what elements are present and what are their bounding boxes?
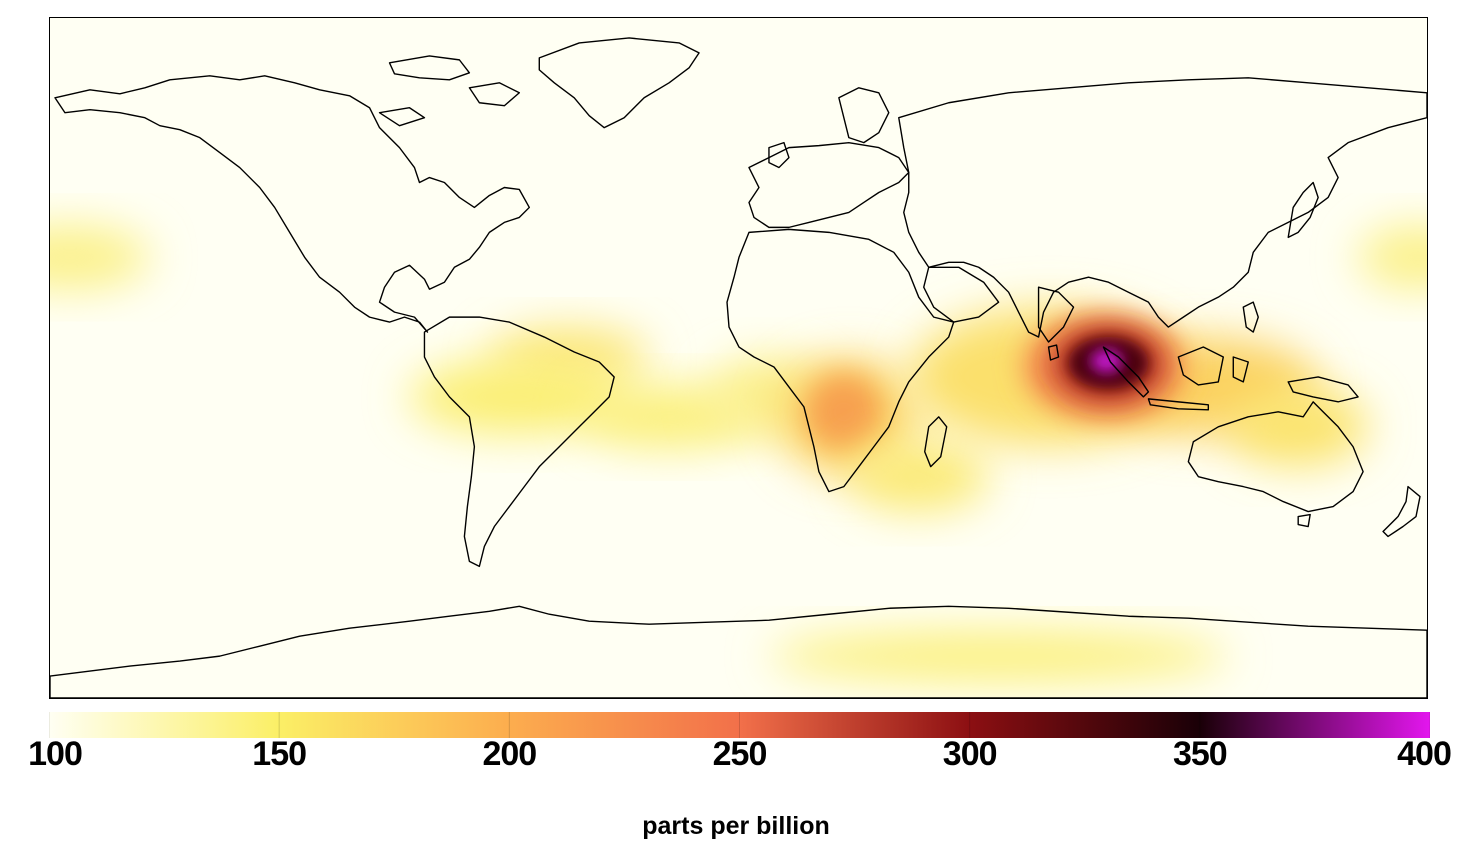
concentration-field <box>50 225 1427 682</box>
colorbar-tick-400: 400 <box>1397 735 1452 773</box>
colorbar-tick-250: 250 <box>712 735 768 773</box>
colorbar-tick-300: 300 <box>942 735 998 773</box>
colorbar-tick-100: 100 <box>28 735 83 773</box>
concentration-map <box>50 18 1427 698</box>
colorbar-label: parts per billion <box>642 812 830 840</box>
colorbar-tick-150: 150 <box>252 735 307 773</box>
colorbar-tick-200: 200 <box>482 735 537 773</box>
coastlines <box>50 37 1427 698</box>
colorbar-gradient <box>49 712 1430 738</box>
map-frame <box>49 17 1428 699</box>
colorbar-tick-350: 350 <box>1172 735 1228 773</box>
colorbar <box>49 712 1430 738</box>
